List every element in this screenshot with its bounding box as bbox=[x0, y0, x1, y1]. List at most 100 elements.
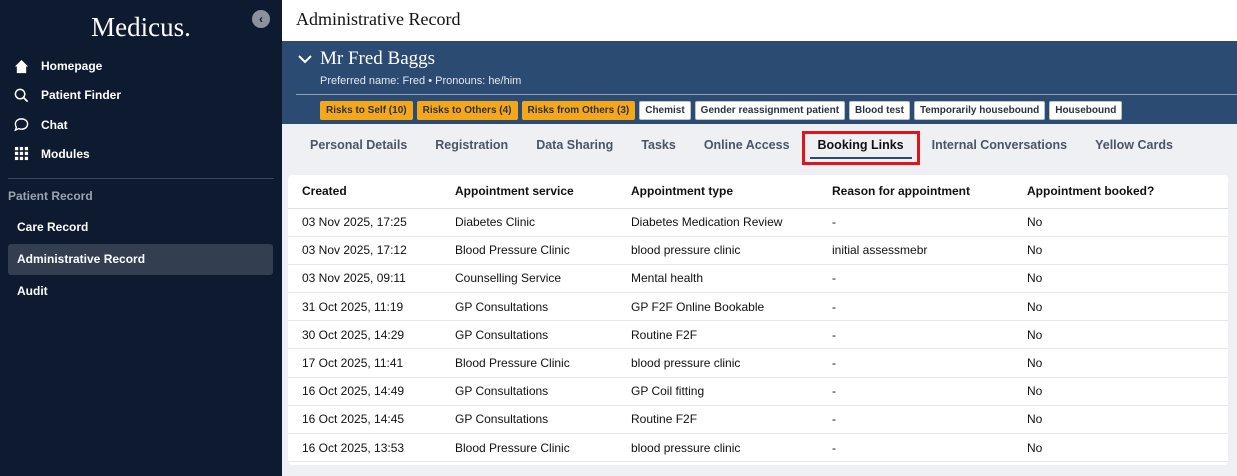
nav-item[interactable]: Patient Finder bbox=[14, 85, 121, 105]
table-cell: 16 Oct 2025, 14:45 bbox=[288, 405, 441, 435]
tab[interactable]: Personal Details bbox=[310, 138, 408, 152]
table-cell: Blood Pressure Clinic bbox=[441, 348, 617, 378]
table-cell: 31 Oct 2025, 11:19 bbox=[288, 292, 441, 322]
page-title: Administrative Record bbox=[282, 0, 1237, 41]
table-cell: No bbox=[1013, 405, 1228, 435]
table-cell: - bbox=[818, 320, 1013, 350]
patient-details: Preferred name: Fred • Pronouns: he/him bbox=[320, 75, 522, 87]
tab[interactable]: Tasks bbox=[641, 138, 676, 152]
nav-icon bbox=[14, 59, 29, 73]
tag: Risks to Others (4) bbox=[416, 101, 518, 120]
tags: Risks to Self (10) Risks to Others (4) Ris… bbox=[320, 101, 1123, 120]
column-header: Appointment booked? bbox=[1013, 175, 1228, 209]
nav-label: Chat bbox=[41, 117, 68, 132]
divider bbox=[296, 94, 1237, 95]
table-cell: - bbox=[818, 208, 1013, 237]
tag: Chemist bbox=[639, 101, 691, 120]
column-header: Appointment service bbox=[441, 175, 617, 209]
table-cell: blood pressure clinic bbox=[617, 348, 818, 378]
nav-item[interactable]: Homepage bbox=[14, 56, 102, 76]
table-row: 16 Oct 2025, 13:53 Blood Pressure Clinic b… bbox=[288, 433, 1228, 463]
patient-name: Mr Fred Baggs bbox=[320, 48, 436, 69]
collapse-button[interactable]: ‹ bbox=[252, 10, 270, 28]
table-cell: Mental health bbox=[617, 264, 818, 294]
nav-item[interactable]: Modules bbox=[14, 144, 90, 164]
table-row: 03 Nov 2025, 17:25 Diabetes Clinic Diabete… bbox=[288, 208, 1228, 237]
table-row: 03 Nov 2025, 17:12 Blood Pressure Clinic b… bbox=[288, 236, 1228, 265]
table-cell: No bbox=[1013, 208, 1228, 237]
section-label: Patient Record bbox=[8, 189, 93, 203]
tab[interactable]: Internal Conversations bbox=[931, 138, 1068, 152]
table-row: 17 Oct 2025, 11:41 Blood Pressure Clinic b… bbox=[288, 348, 1228, 378]
table-cell: No bbox=[1013, 433, 1228, 463]
tab[interactable]: Online Access bbox=[703, 138, 790, 152]
table-cell: - bbox=[818, 405, 1013, 435]
table-cell: 03 Nov 2025, 17:25 bbox=[288, 208, 441, 237]
table-cell: GP Coil fitting bbox=[617, 377, 818, 406]
table-row: 31 Oct 2025, 11:19 GP Consultations GP F2F… bbox=[288, 292, 1228, 322]
table-cell: Counselling Service bbox=[441, 264, 617, 294]
table-row: 30 Oct 2025, 14:29 GP Consultations Routin… bbox=[288, 320, 1228, 350]
tab[interactable]: Data Sharing bbox=[536, 138, 614, 152]
table-cell: GP Consultations bbox=[441, 377, 617, 406]
table-cell: Routine F2F bbox=[617, 320, 818, 350]
table-cell: blood pressure clinic bbox=[617, 433, 818, 463]
table-row: 16 Oct 2025, 14:49 GP Consultations GP Coi… bbox=[288, 377, 1228, 406]
tag: Gender reassignment patient bbox=[694, 101, 846, 120]
table-cell: 16 Oct 2025, 14:49 bbox=[288, 377, 441, 406]
table-cell: 17 Oct 2025, 11:41 bbox=[288, 348, 441, 378]
table-cell: GP Consultations bbox=[441, 320, 617, 350]
table-cell: - bbox=[818, 264, 1013, 294]
column-header: Reason for appointment bbox=[818, 175, 1013, 209]
sidebar: Medicus. ‹ Homepage Patient Finder Chat Mod… bbox=[0, 0, 282, 476]
tabs: Personal Details Registration Data Sharing… bbox=[296, 131, 1187, 165]
table-cell: Routine F2F bbox=[617, 405, 818, 435]
table-cell: blood pressure clinic bbox=[617, 236, 818, 265]
record-nav-item[interactable]: Care Record bbox=[17, 220, 89, 234]
logo: Medicus. bbox=[91, 12, 191, 42]
table-cell: Blood Pressure Clinic bbox=[441, 433, 617, 463]
table-cell: - bbox=[818, 433, 1013, 463]
table-cell: 30 Oct 2025, 14:29 bbox=[288, 320, 441, 350]
table-cell: 03 Nov 2025, 09:11 bbox=[288, 264, 441, 294]
table-cell: Blood Pressure Clinic bbox=[441, 236, 617, 265]
tag: Temporarily housebound bbox=[913, 101, 1046, 120]
table-cell: - bbox=[818, 377, 1013, 406]
nav-label: Homepage bbox=[41, 59, 103, 73]
table-cell: GP F2F Online Bookable bbox=[617, 292, 818, 322]
tag: Housebound bbox=[1049, 101, 1123, 120]
table-cell: Diabetes Medication Review bbox=[617, 208, 818, 237]
chevron bbox=[298, 55, 312, 64]
table-cell: GP Consultations bbox=[441, 292, 617, 322]
divider bbox=[8, 178, 274, 179]
patient-name-row[interactable]: Mr Fred Baggs bbox=[298, 48, 435, 70]
booking-table: Created Appointment service Appointment ty… bbox=[288, 175, 1228, 463]
table-cell: 16 Oct 2025, 13:53 bbox=[288, 433, 441, 463]
table-cell: - bbox=[818, 348, 1013, 378]
table-row: 03 Nov 2025, 09:11 Counselling Service Men… bbox=[288, 264, 1228, 294]
table-cell: GP Consultations bbox=[441, 405, 617, 435]
tab[interactable]: Booking Links bbox=[801, 131, 920, 165]
table-cell: - bbox=[818, 292, 1013, 322]
table-cell: No bbox=[1013, 264, 1228, 294]
table-cell: No bbox=[1013, 348, 1228, 378]
table-cell: initial assessmebr bbox=[818, 236, 1013, 265]
table-card: Created Appointment service Appointment ty… bbox=[288, 175, 1228, 465]
tag: Risks to Self (10) bbox=[320, 101, 413, 120]
tab[interactable]: Yellow Cards bbox=[1095, 138, 1173, 152]
table-cell: No bbox=[1013, 377, 1228, 406]
column-header: Appointment type bbox=[617, 175, 818, 209]
tab[interactable]: Registration bbox=[435, 138, 509, 152]
nav-label: Modules bbox=[41, 146, 90, 161]
table-row: 16 Oct 2025, 14:45 GP Consultations Routin… bbox=[288, 405, 1228, 435]
tag: Risks from Others (3) bbox=[521, 101, 636, 120]
nav-item[interactable]: Chat bbox=[14, 115, 68, 135]
nav-label: Patient Finder bbox=[41, 88, 122, 103]
main: Administrative Record Mr Fred Baggs Pref… bbox=[282, 0, 1237, 476]
nav-icon bbox=[14, 147, 29, 161]
nav-icon bbox=[14, 118, 29, 132]
column-header: Created bbox=[288, 175, 441, 209]
record-nav-item[interactable]: Audit bbox=[17, 284, 48, 298]
record-nav-item[interactable]: Administrative Record bbox=[8, 244, 273, 275]
